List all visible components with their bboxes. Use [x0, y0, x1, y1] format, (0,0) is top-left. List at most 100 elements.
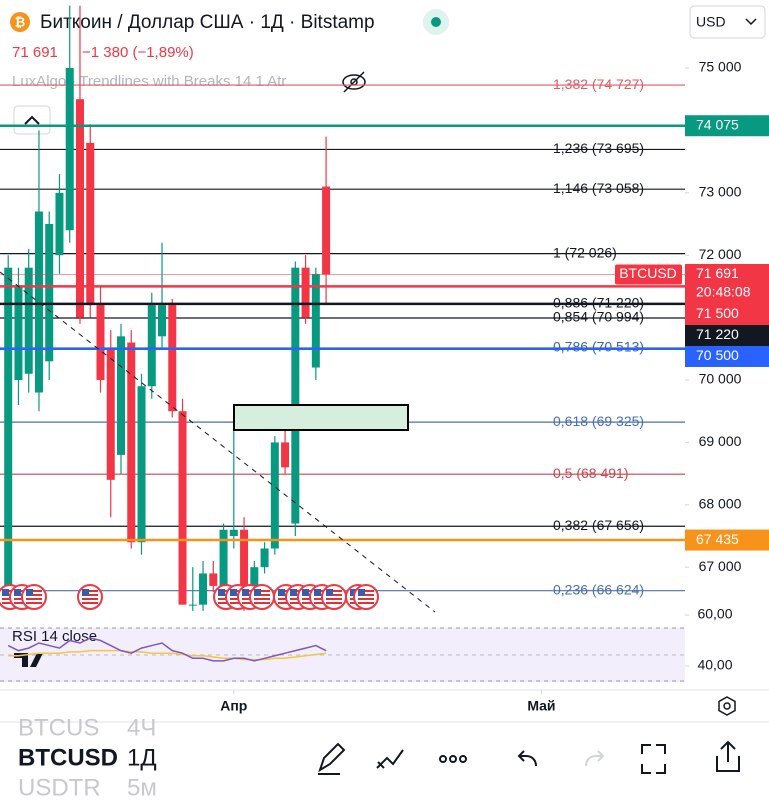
countdown: 20:48:08 — [696, 284, 751, 300]
flag-stripes — [26, 590, 42, 604]
price-tag-label: 74 075 — [696, 116, 739, 132]
flag-blue — [302, 589, 309, 596]
candle-body — [14, 286, 23, 381]
x-tick-label: Май — [527, 698, 555, 714]
zone-box — [233, 404, 409, 431]
flag-blue — [254, 589, 261, 596]
undo-button[interactable] — [517, 750, 537, 767]
interval-option[interactable]: 4Ч — [127, 714, 156, 741]
candle-body — [240, 529, 249, 605]
fib-label: 1 (72 026) — [553, 244, 617, 260]
fib-label: 1,382 (74 727) — [553, 76, 644, 92]
candle-body — [75, 99, 84, 318]
symbol-title: Биткоин / Доллар США · 1Д · Bitstamp — [40, 12, 375, 33]
event-flag[interactable] — [249, 584, 275, 610]
redo-button[interactable] — [585, 750, 605, 767]
drawings-button[interactable] — [376, 749, 404, 769]
currency-select[interactable] — [689, 5, 766, 39]
candle-body — [301, 267, 310, 318]
candle-body — [281, 442, 290, 468]
flag-blue — [278, 589, 285, 596]
price-tag-label: 67 435 — [696, 531, 739, 547]
y-tick-label: 70 000 — [699, 371, 742, 387]
candle-body — [55, 192, 64, 256]
candle-body — [311, 273, 320, 368]
candle-body — [24, 267, 33, 374]
candle-body — [322, 186, 331, 275]
rsi-line — [7, 637, 327, 662]
candle-body — [168, 305, 177, 412]
symbol-option[interactable]: BTCUS — [18, 714, 99, 741]
draw-button[interactable] — [318, 742, 346, 775]
flag-blue — [82, 589, 89, 596]
event-flag[interactable] — [321, 584, 347, 610]
event-flag[interactable] — [353, 584, 379, 610]
rsi-tick-label: 40,00 — [697, 657, 732, 673]
symbol-current[interactable]: BTCUSD — [18, 744, 118, 771]
last-price: 71 691 — [12, 44, 58, 61]
logo — [14, 653, 43, 667]
fib-label: 0,786 (70 513) — [553, 339, 644, 355]
symbol-tag-label: BTCUSD — [619, 265, 677, 281]
candle-body — [199, 573, 208, 605]
candle-body — [45, 224, 54, 362]
interval-current[interactable]: 1Д — [127, 744, 157, 771]
flag-blue — [358, 589, 365, 596]
fib-label: 0,382 (67 656) — [553, 517, 644, 533]
flag-blue — [2, 589, 9, 596]
flag-blue — [242, 589, 249, 596]
fib-label: 1,236 (73 695) — [553, 140, 644, 156]
candle-body — [127, 342, 136, 543]
flag-blue — [350, 589, 357, 596]
fib-label: 0,886 (71 220) — [553, 295, 644, 311]
fib-label: 0,854 (70 994) — [553, 309, 644, 325]
more-button[interactable] — [439, 755, 467, 763]
price-tag — [685, 303, 769, 325]
collapse-button[interactable] — [13, 105, 51, 135]
price-tag — [685, 115, 769, 137]
price-tag — [685, 263, 769, 304]
coin-icon — [10, 12, 30, 32]
fib-label: 0,5 (68 491) — [553, 465, 629, 481]
event-flag[interactable] — [77, 584, 103, 610]
candle-body — [137, 386, 146, 543]
candle-body — [188, 604, 197, 606]
candle-body — [34, 211, 43, 393]
candle-body — [178, 411, 187, 605]
symbol-option[interactable]: USDTR — [18, 774, 101, 801]
event-flag[interactable] — [21, 584, 47, 610]
symbol-tag — [615, 264, 682, 285]
flag-blue — [14, 589, 21, 596]
rsi-title: RSI 14 close — [12, 628, 97, 645]
price-tag-label: 70 500 — [696, 347, 739, 363]
rsi-pane — [0, 628, 685, 682]
fullscreen-button[interactable] — [641, 744, 666, 774]
y-tick-label: 75 000 — [699, 59, 742, 75]
candle-body — [106, 348, 115, 480]
y-tick-label: 72 000 — [699, 246, 742, 262]
settings-button[interactable] — [718, 696, 736, 716]
market-status — [431, 17, 441, 27]
x-tick-label: Апр — [220, 698, 247, 714]
y-tick-label: 68 000 — [699, 496, 742, 512]
candle-body — [147, 305, 156, 387]
candle-body — [219, 529, 228, 593]
price-tag-label: 71 220 — [696, 326, 739, 342]
candle-body — [96, 305, 105, 381]
currency: USD — [696, 14, 726, 30]
flag-stripes — [82, 590, 98, 604]
candle-body — [229, 529, 238, 537]
rsi-tick-label: 60,00 — [697, 606, 732, 622]
price-tag-label: 71 691 — [696, 265, 739, 281]
price-tag-label: 71 500 — [696, 305, 739, 321]
price-change: −1 380 (−1,89%) — [82, 44, 194, 61]
y-tick-label: 73 000 — [699, 184, 742, 200]
candle-body — [270, 442, 279, 549]
price-tag — [685, 345, 769, 367]
flag-blue — [26, 589, 33, 596]
share-button[interactable] — [716, 740, 740, 772]
fib-label: 0,618 (69 325) — [553, 413, 644, 429]
interval-option[interactable]: 5м — [127, 774, 157, 801]
